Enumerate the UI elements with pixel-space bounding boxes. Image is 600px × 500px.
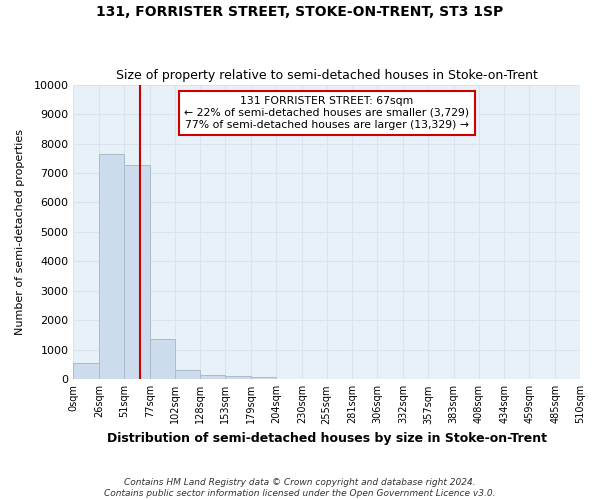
Text: 131 FORRISTER STREET: 67sqm
← 22% of semi-detached houses are smaller (3,729)
77: 131 FORRISTER STREET: 67sqm ← 22% of sem… — [184, 96, 469, 130]
Title: Size of property relative to semi-detached houses in Stoke-on-Trent: Size of property relative to semi-detach… — [116, 69, 538, 82]
Bar — [225, 376, 251, 380]
Bar — [150, 339, 175, 380]
Bar — [99, 154, 124, 380]
Bar — [200, 374, 225, 380]
Y-axis label: Number of semi-detached properties: Number of semi-detached properties — [15, 129, 25, 335]
X-axis label: Distribution of semi-detached houses by size in Stoke-on-Trent: Distribution of semi-detached houses by … — [107, 432, 547, 445]
Bar — [73, 363, 99, 380]
Text: Contains HM Land Registry data © Crown copyright and database right 2024.
Contai: Contains HM Land Registry data © Crown c… — [104, 478, 496, 498]
Text: 131, FORRISTER STREET, STOKE-ON-TRENT, ST3 1SP: 131, FORRISTER STREET, STOKE-ON-TRENT, S… — [97, 5, 503, 19]
Bar — [175, 370, 200, 380]
Bar — [251, 377, 276, 380]
Bar — [124, 164, 150, 380]
